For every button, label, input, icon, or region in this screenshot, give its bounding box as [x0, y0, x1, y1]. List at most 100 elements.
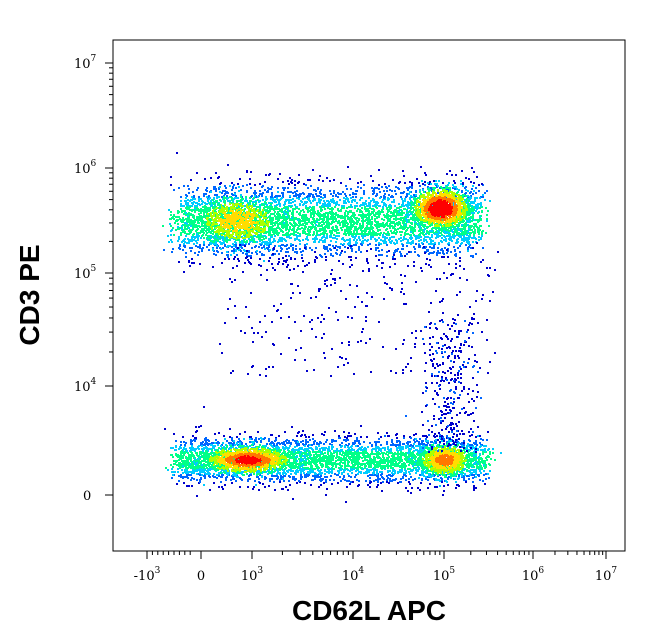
event-dot — [197, 237, 199, 239]
event-dot — [358, 484, 360, 486]
event-dot — [456, 242, 458, 244]
event-dot — [388, 210, 390, 212]
event-dot — [371, 208, 373, 210]
event-dot — [404, 182, 406, 184]
event-dot — [382, 222, 384, 224]
event-dot — [246, 253, 248, 255]
event-dot — [330, 193, 332, 195]
event-dot — [407, 233, 409, 235]
event-dot — [244, 200, 246, 202]
event-dot — [478, 459, 480, 461]
event-dot — [410, 243, 412, 245]
event-dot — [259, 240, 261, 242]
event-dot — [342, 222, 344, 224]
event-dot — [228, 207, 230, 209]
event-dot — [409, 225, 411, 227]
event-dot — [364, 235, 366, 237]
event-dot — [363, 184, 365, 186]
event-dot — [271, 263, 273, 265]
event-dot — [354, 205, 356, 207]
event-dot — [214, 433, 216, 435]
event-dot — [302, 204, 304, 206]
event-dot — [363, 441, 365, 443]
event-dot — [345, 185, 347, 187]
event-dot — [432, 252, 434, 254]
event-dot — [435, 231, 437, 233]
event-dot — [304, 202, 306, 204]
event-dot — [400, 240, 402, 242]
event-dot — [200, 220, 202, 222]
event-dot — [279, 195, 281, 197]
event-dot — [183, 205, 185, 207]
event-dot — [332, 195, 334, 197]
event-dot — [308, 262, 310, 264]
event-dot — [471, 207, 473, 209]
event-dot — [296, 190, 298, 192]
event-dot — [348, 234, 350, 236]
event-dot — [384, 183, 386, 185]
event-dot — [188, 208, 190, 210]
event-dot — [283, 260, 285, 262]
event-dot — [208, 195, 210, 197]
event-dot — [303, 218, 305, 220]
event-dot — [420, 166, 422, 168]
event-dot — [235, 480, 237, 482]
event-dot — [475, 187, 477, 189]
event-dot — [450, 251, 452, 253]
event-dot — [350, 218, 352, 220]
event-dot — [291, 179, 293, 181]
event-dot — [177, 240, 179, 242]
event-dot — [346, 225, 348, 227]
event-dot — [294, 225, 296, 227]
event-dot — [178, 238, 180, 240]
event-dot — [404, 208, 406, 210]
event-dot — [340, 217, 342, 219]
event-dot — [314, 237, 316, 239]
event-dot — [471, 237, 473, 239]
event-dot — [403, 236, 405, 238]
event-dot — [378, 226, 380, 228]
event-dot — [336, 249, 338, 251]
event-dot — [371, 221, 373, 223]
event-dot — [359, 199, 361, 201]
event-dot — [275, 195, 277, 197]
event-dot — [320, 233, 322, 235]
event-dot — [478, 227, 480, 229]
event-dot — [187, 218, 189, 220]
event-dot — [300, 472, 302, 474]
event-dot — [185, 214, 187, 216]
event-dot — [363, 193, 365, 195]
event-dot — [472, 216, 474, 218]
event-dot — [370, 175, 372, 177]
event-dot — [455, 229, 457, 231]
event-dot — [194, 210, 196, 212]
event-dot — [396, 231, 398, 233]
event-dot — [308, 232, 310, 234]
event-dot — [188, 188, 190, 190]
event-dot — [277, 263, 279, 265]
event-dot — [177, 228, 179, 230]
event-dot — [407, 468, 409, 470]
event-dot — [399, 251, 401, 253]
event-dot — [190, 231, 192, 233]
event-dot — [186, 228, 188, 230]
event-dot — [186, 233, 188, 235]
event-dot — [299, 243, 301, 245]
event-dot — [343, 207, 345, 209]
event-dot — [333, 221, 335, 223]
event-dot — [480, 261, 482, 263]
event-dot — [386, 207, 388, 209]
event-dot — [335, 241, 337, 243]
event-dot — [176, 152, 178, 154]
event-dot — [311, 213, 313, 215]
event-dot — [406, 242, 408, 244]
event-dot — [324, 194, 326, 196]
event-dot — [449, 170, 451, 172]
event-dot — [379, 229, 381, 231]
event-dot — [178, 475, 180, 477]
event-dot — [395, 209, 397, 211]
event-dot — [196, 242, 198, 244]
event-dot — [301, 257, 303, 259]
event-dot — [291, 229, 293, 231]
event-dot — [376, 234, 378, 236]
